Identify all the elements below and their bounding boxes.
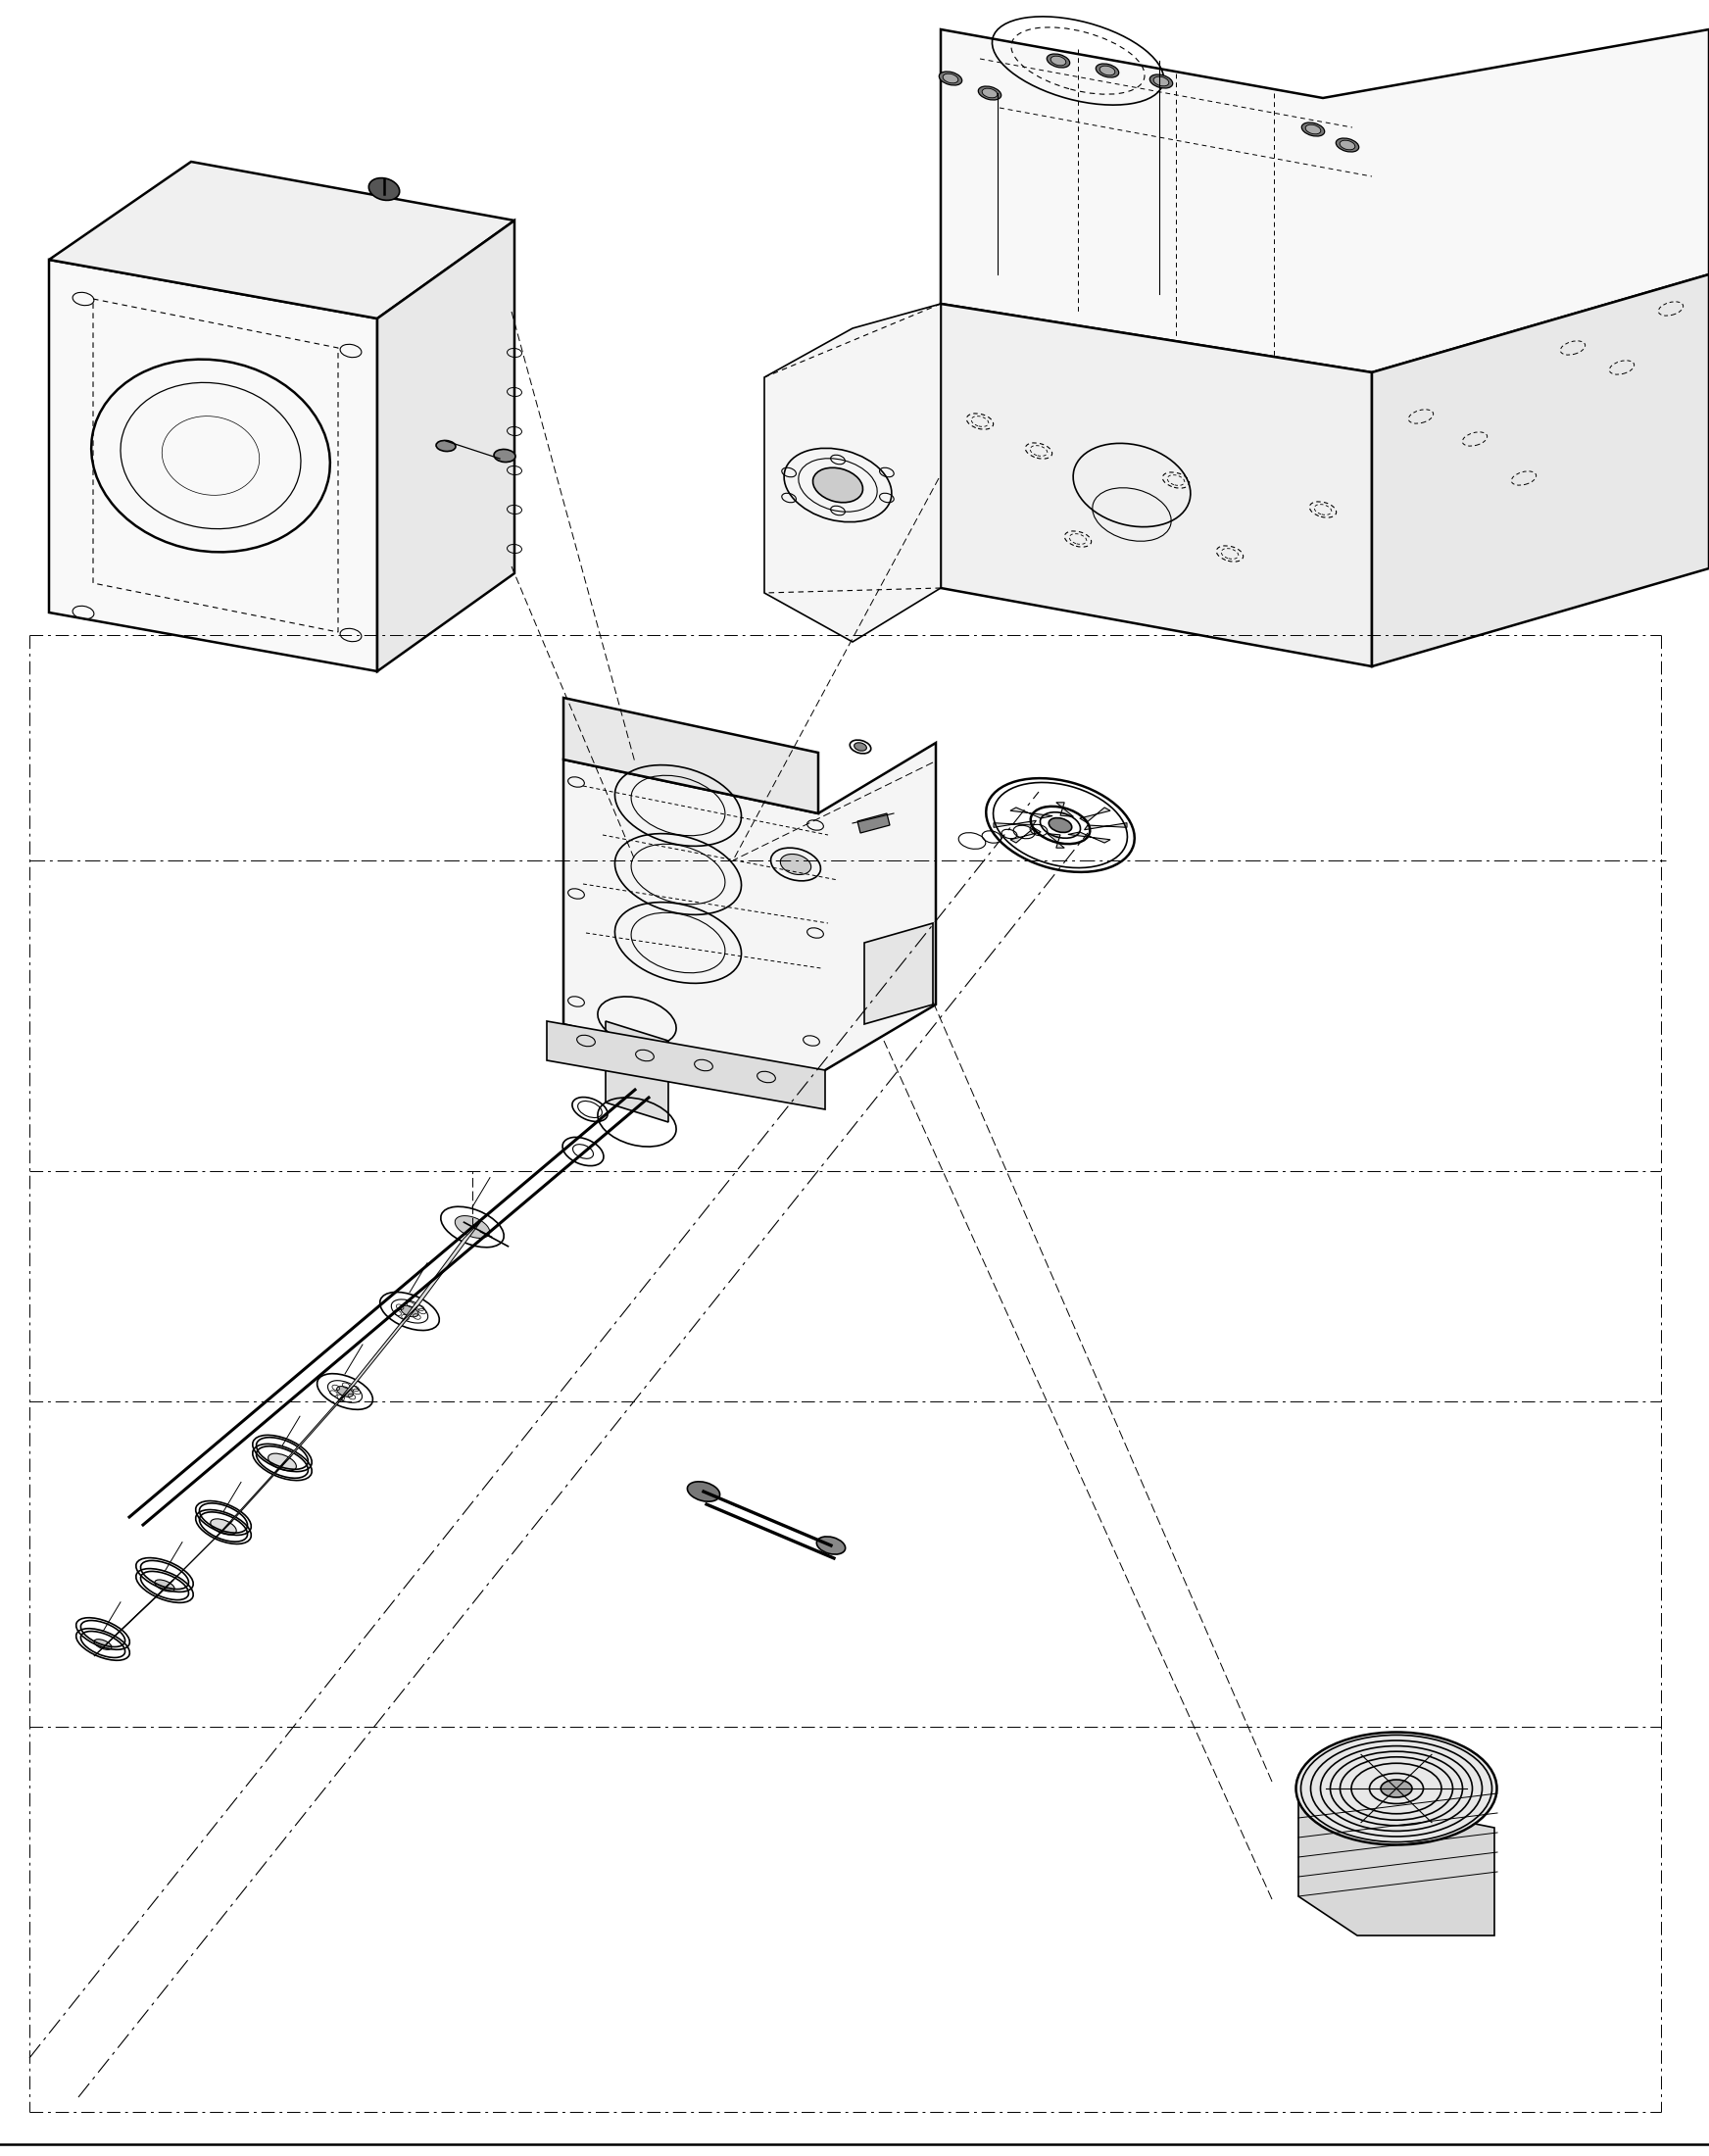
Ellipse shape	[436, 440, 456, 451]
Polygon shape	[764, 304, 940, 642]
Polygon shape	[1299, 1789, 1494, 1936]
Ellipse shape	[813, 468, 863, 502]
Ellipse shape	[983, 88, 998, 97]
Ellipse shape	[1048, 54, 1070, 67]
Ellipse shape	[210, 1518, 236, 1535]
Ellipse shape	[268, 1453, 296, 1470]
Ellipse shape	[817, 1537, 846, 1554]
Polygon shape	[605, 1022, 668, 1121]
Ellipse shape	[1154, 78, 1169, 86]
Polygon shape	[1085, 824, 1126, 830]
Ellipse shape	[1099, 67, 1114, 75]
Ellipse shape	[337, 1386, 354, 1397]
Polygon shape	[564, 699, 819, 813]
Ellipse shape	[494, 448, 516, 461]
Ellipse shape	[94, 1639, 111, 1649]
Polygon shape	[1080, 808, 1111, 821]
Polygon shape	[547, 1022, 825, 1110]
Ellipse shape	[938, 71, 962, 86]
Ellipse shape	[402, 1307, 419, 1317]
Ellipse shape	[1302, 123, 1324, 136]
Polygon shape	[1010, 828, 1041, 843]
Ellipse shape	[1150, 75, 1172, 88]
Ellipse shape	[1051, 56, 1066, 65]
Ellipse shape	[781, 854, 812, 875]
Ellipse shape	[156, 1580, 174, 1591]
Polygon shape	[865, 923, 933, 1024]
Polygon shape	[402, 1220, 482, 1324]
Polygon shape	[564, 744, 937, 1082]
Ellipse shape	[854, 742, 866, 750]
Polygon shape	[1010, 808, 1053, 819]
Polygon shape	[50, 259, 378, 671]
Polygon shape	[378, 220, 514, 671]
Polygon shape	[940, 304, 1372, 666]
Polygon shape	[337, 1304, 419, 1404]
Polygon shape	[858, 813, 890, 832]
Ellipse shape	[687, 1481, 719, 1501]
Polygon shape	[273, 1386, 354, 1475]
Ellipse shape	[1381, 1779, 1412, 1798]
Ellipse shape	[1336, 138, 1359, 151]
Ellipse shape	[1295, 1731, 1497, 1846]
Ellipse shape	[1306, 125, 1321, 134]
Ellipse shape	[1049, 817, 1072, 832]
Polygon shape	[156, 1520, 232, 1598]
Polygon shape	[50, 162, 514, 319]
Ellipse shape	[1340, 140, 1355, 149]
Polygon shape	[1056, 802, 1073, 817]
Polygon shape	[94, 1580, 173, 1656]
Ellipse shape	[978, 86, 1001, 99]
Ellipse shape	[943, 73, 959, 84]
Polygon shape	[1048, 834, 1065, 847]
Polygon shape	[215, 1455, 291, 1539]
Polygon shape	[940, 30, 1709, 373]
Polygon shape	[993, 821, 1036, 828]
Ellipse shape	[1095, 65, 1119, 78]
Polygon shape	[1372, 274, 1709, 666]
Ellipse shape	[369, 179, 400, 201]
Polygon shape	[1068, 832, 1111, 843]
Ellipse shape	[455, 1216, 490, 1238]
